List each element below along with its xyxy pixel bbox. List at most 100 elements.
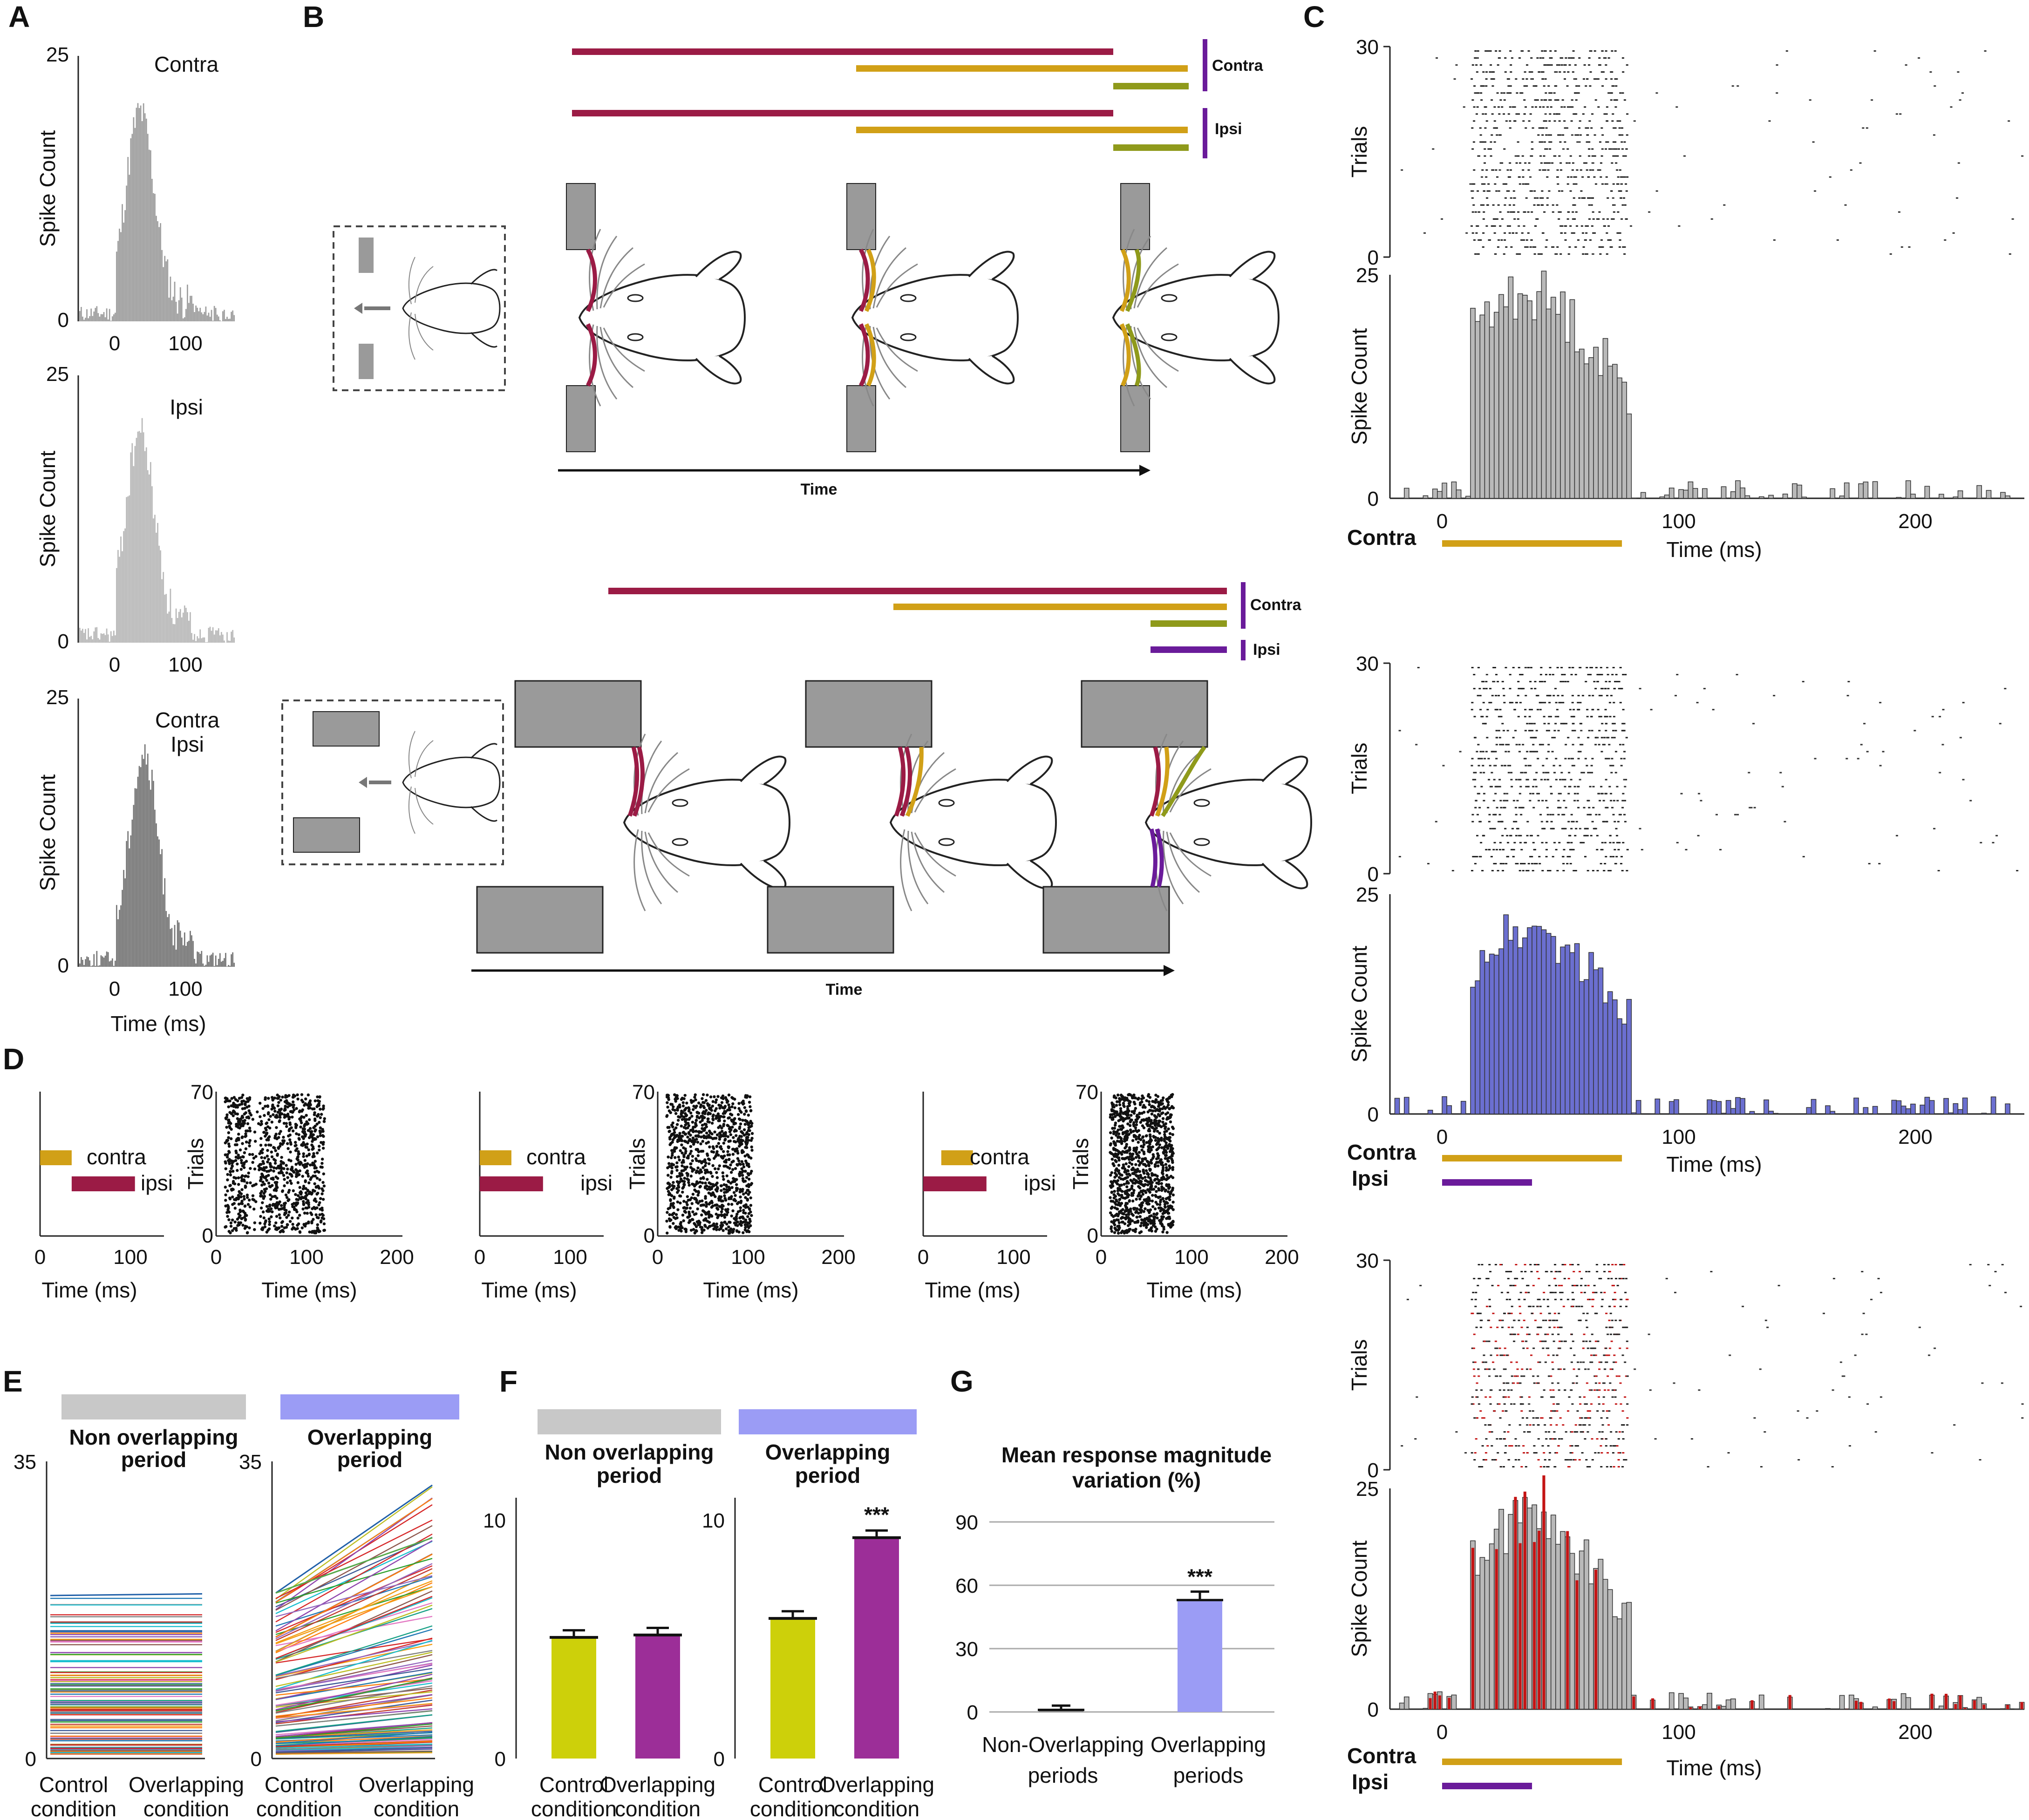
a-hist-bar [109,641,110,643]
c-raster-dot [1508,204,1511,206]
c-raster-dot [1588,730,1591,732]
c-raster-dot [1563,800,1566,801]
c-raster-dot [1624,1291,1627,1293]
c-raster-dot [1510,1312,1513,1314]
a-hist-bar [195,306,197,321]
c-raster-dot [1518,688,1520,690]
a-hist-bar [201,951,203,967]
d-raster-dot [285,1209,288,1212]
c-raster-dot [1577,695,1580,697]
d-raster-dot [699,1121,702,1124]
c-raster-dot [1580,1417,1583,1419]
d-raster-dot [262,1216,266,1220]
a-hist-bar [163,572,164,643]
d-raster-dot [705,1131,708,1135]
c-raster-dot [1584,1417,1587,1419]
c-raster-dot [1495,758,1498,760]
c-raster-dot [1488,702,1491,704]
a-hist-bar [164,878,166,967]
a-hist-bar [233,963,235,967]
c-raster-dot [1415,744,1418,746]
c-raster-dot [1544,779,1546,781]
c-raster-dot [1471,1347,1474,1349]
d-raster-dot [253,1130,257,1134]
d-ytick-top: 70 [191,1081,213,1104]
d-raster-dot [732,1191,736,1194]
c-raster-dot [1625,1305,1627,1307]
d-raster-dot [690,1218,694,1221]
d-ytick-top: 70 [632,1081,655,1104]
c-raster-dot [1475,800,1477,801]
d-raster-dot [245,1140,248,1144]
c-raster-dot [1602,1403,1605,1405]
c-raster-dot [1505,667,1507,668]
c-raster-dot [1577,92,1580,94]
panel-label-c: C [1303,0,1325,34]
c-raster-dot [1839,1361,1842,1363]
c-raster-dot [1776,64,1778,66]
c-raster-dot [1591,162,1594,164]
c-raster-dot [1530,57,1533,59]
c-hist-bar [1612,364,1618,499]
c-raster-dot [1601,849,1604,850]
c-raster-dot [1592,1298,1594,1300]
c-raster-dot [1497,246,1499,248]
a-hist-bar [182,945,184,967]
c-raster-dot [1485,681,1488,683]
c-raster-dot [1506,225,1509,227]
c-raster-dot [1531,78,1534,80]
a-hist-bar [202,963,204,967]
c-raster-dot [1594,183,1597,185]
c-raster-dot [1593,1389,1596,1391]
a-hist-bar [232,310,234,321]
c-raster-dot [1874,1431,1877,1433]
c-hist-ytick-zero: 0 [1368,1103,1379,1126]
d-raster-dot [304,1145,307,1149]
c-raster-dot [1534,751,1537,753]
c-raster-dot [1607,1452,1609,1454]
c-raster-dot [1498,113,1501,115]
c-raster-dot [1479,758,1482,760]
a-hist-bar [113,314,115,321]
c-raster-dot [1556,1354,1559,1356]
c-raster-dot [1554,71,1557,73]
c-raster-dot [1586,667,1588,668]
c-raster-dot [1593,681,1596,683]
c-raster-dot [1475,232,1478,234]
a-hist-bar [231,632,232,643]
c-hist-bar [1569,1553,1575,1710]
c-raster-dot [1570,828,1573,829]
c-raster-dot [1483,772,1485,774]
c-xtick: 0 [1437,1126,1448,1148]
c-raster-dot [1591,113,1594,115]
c-raster-dot [1507,842,1510,843]
c-hist-bar [1758,1694,1764,1710]
d-raster-dot [296,1181,300,1184]
c-raster-dot [1580,1305,1583,1307]
d-raster-dot [231,1229,234,1232]
a-hist-bar [160,854,162,967]
d-raster-dot [244,1147,248,1150]
c-raster-dot [1598,1389,1601,1391]
d-raster-dot [303,1134,307,1138]
a-hist-bar [206,642,208,643]
c-raster-dot [1598,1431,1601,1433]
c-raster-dot [1606,667,1608,668]
d-raster-dot [296,1093,299,1097]
d-raster-dot [261,1226,264,1229]
d-raster-dot [268,1203,272,1207]
d-trials-label: Trials [184,1138,208,1190]
c-raster-dot [1574,134,1577,136]
c-raster-dot [1683,155,1686,157]
c-raster-dot [1518,744,1521,746]
d-raster-dot [284,1105,287,1108]
c-raster-dot [1614,50,1617,52]
c-raster-dot [1609,1333,1612,1335]
a-hist-bar [198,311,200,321]
a-hist-bar [209,955,211,967]
d-raster-dot [234,1149,238,1153]
c-raster-dot [1612,1452,1614,1454]
a-ytick-top: 25 [46,363,69,386]
c-raster-dot [1570,57,1573,59]
c-raster-dot [1491,751,1493,753]
